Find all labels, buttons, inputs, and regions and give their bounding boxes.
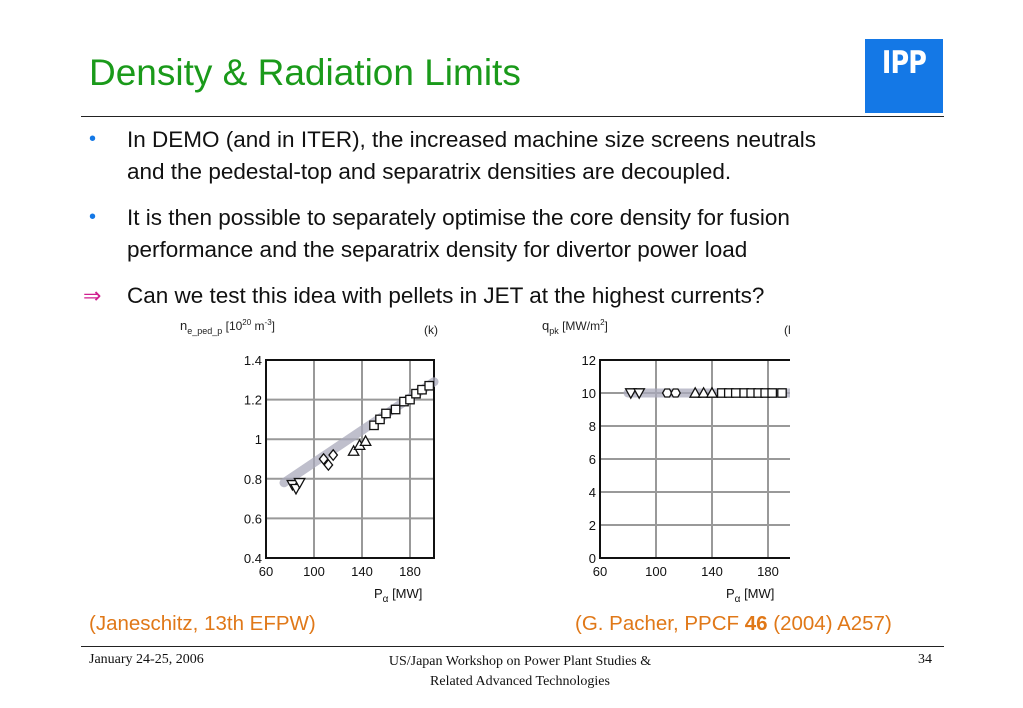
x-tick-label: 180 xyxy=(399,564,421,579)
citation-right-volume: 46 xyxy=(744,612,768,635)
data-point xyxy=(767,388,778,398)
citation-right-pre: (G. Pacher, PPCF xyxy=(575,612,745,635)
data-point xyxy=(624,388,638,400)
data-point xyxy=(323,458,334,472)
slide-title: Density & Radiation Limits xyxy=(89,52,521,93)
y-tick-label: 1 xyxy=(255,432,262,447)
x-axis-label: Pα [MW] xyxy=(374,586,422,605)
y-tick-label: 4 xyxy=(589,485,596,500)
implies-arrow-icon: ⇒ xyxy=(83,283,102,308)
x-tick-label: 60 xyxy=(259,564,273,579)
y-axis-label: qpk [MW/m2] xyxy=(542,318,608,336)
x-axis-label: Pα [MW] xyxy=(726,586,774,605)
bullet-1-line-2: and the pedestal-top and separatrix dens… xyxy=(127,159,732,184)
data-point xyxy=(390,404,401,415)
data-point xyxy=(318,452,329,466)
page-number: 34 xyxy=(918,652,932,667)
data-point xyxy=(424,380,435,391)
citation-left: (Janeschitz, 13th EFPW) xyxy=(89,612,316,635)
bullet-2-line-2: performance and the separatrix density f… xyxy=(127,237,748,262)
citation-right-post: (2004) A257) xyxy=(767,612,892,635)
y-tick-label: 1.4 xyxy=(244,353,262,368)
x-tick-label: 140 xyxy=(351,564,373,579)
data-point xyxy=(705,386,719,398)
data-point xyxy=(697,386,710,398)
y-tick-label: 0.4 xyxy=(244,551,262,566)
y-tick-label: 8 xyxy=(589,419,596,434)
data-point xyxy=(670,388,681,398)
y-axis-label: ne_ped_p [1020 m-3] xyxy=(180,318,275,336)
data-point xyxy=(730,388,741,398)
y-tick-label: 2 xyxy=(589,518,596,533)
y-tick-label: 0.8 xyxy=(244,472,262,487)
footer-workshop-line-1: US/Japan Workshop on Power Plant Studies… xyxy=(388,654,652,669)
data-point xyxy=(632,388,646,400)
y-tick-label: 0 xyxy=(589,551,596,566)
data-point xyxy=(405,394,415,405)
bullet-3: Can we test this idea with pellets in JE… xyxy=(127,280,764,312)
bullet-marker: • xyxy=(89,128,97,150)
y-tick-label: 1.2 xyxy=(244,393,262,408)
citation-right: (G. Pacher, PPCF 46 (2004) A257) xyxy=(575,612,892,636)
y-tick-label: 0.6 xyxy=(244,511,262,526)
panel-label: (h) xyxy=(784,323,790,337)
bullet-2-line-1: It is then possible to separately optimi… xyxy=(127,205,790,230)
ipp-logo: IPP xyxy=(865,39,943,113)
footer-workshop: US/Japan Workshop on Power Plant Studies… xyxy=(340,652,700,692)
x-tick-label: 180 xyxy=(757,564,779,579)
data-point xyxy=(688,386,702,398)
density-chart: ne_ped_p [1020 m-3] (k) 60 100 140 180 0.4 0.6 0… xyxy=(180,318,439,605)
bullet-3-line-1: Can we test this idea with pellets in JE… xyxy=(127,283,765,308)
data-point xyxy=(381,408,391,419)
bullet-1: In DEMO (and in ITER), the increased mac… xyxy=(127,124,816,188)
footer-date: January 24-25, 2006 xyxy=(89,652,204,667)
panel-label: (k) xyxy=(424,323,438,337)
data-point xyxy=(328,448,339,462)
bullet-marker: • xyxy=(89,206,97,228)
heat-flux-chart: qpk [MW/m2] (h) 60 100 140 180 0 2 4 6 8 10 12 Pα [MW… xyxy=(542,318,790,605)
plot-frame xyxy=(599,359,790,559)
data-point xyxy=(661,388,673,398)
data-point xyxy=(359,434,372,447)
header-rule xyxy=(81,116,944,117)
bullet-2: It is then possible to separately optimi… xyxy=(127,202,790,266)
logo-text: IPP xyxy=(881,45,927,81)
x-tick-label: 60 xyxy=(593,564,607,579)
data-point xyxy=(777,388,787,398)
bullet-1-line-1: In DEMO (and in ITER), the increased mac… xyxy=(127,127,817,152)
data-point xyxy=(293,477,306,490)
plot-frame xyxy=(265,359,435,559)
x-tick-label: 100 xyxy=(645,564,667,579)
footer-rule xyxy=(81,646,944,647)
footer-workshop-line-2: Related Advanced Technologies xyxy=(430,674,610,689)
x-tick-label: 100 xyxy=(303,564,325,579)
data-point xyxy=(347,444,360,456)
data-point xyxy=(369,420,379,431)
data-point xyxy=(375,414,385,425)
y-tick-label: 10 xyxy=(582,386,596,401)
x-tick-label: 140 xyxy=(701,564,723,579)
y-tick-label: 12 xyxy=(582,353,596,368)
y-tick-label: 6 xyxy=(589,452,596,467)
